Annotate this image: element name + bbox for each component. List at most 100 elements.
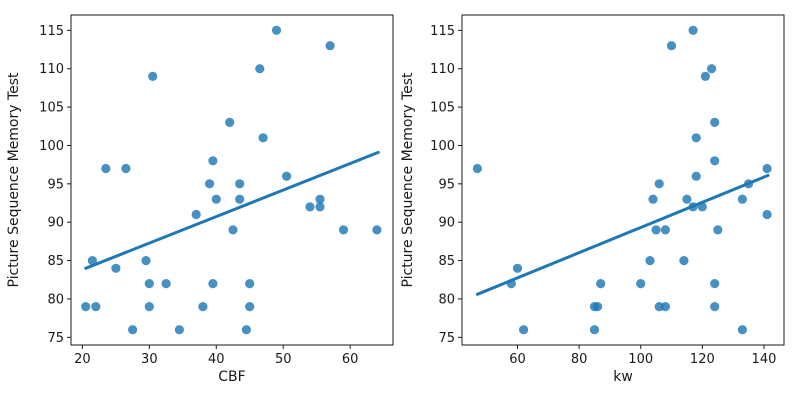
x-tick-label: 100 [628,352,653,367]
data-point [636,279,646,289]
data-point [141,256,151,266]
scatter-plot-cbf: 20 30 40 50 60 75 80 85 90 95 100 105 110 115 CBF Pictu… [6,14,394,385]
data-point [338,225,349,235]
y-tick-label: 85 [438,254,455,269]
y-tick-label: 95 [47,177,64,192]
data-point [713,225,723,235]
data-point [660,302,670,312]
y-tick-label: 115 [430,24,455,39]
x-tick-label: 40 [208,352,225,367]
data-point [128,325,138,335]
data-point [208,156,218,166]
data-point [174,325,184,335]
data-point [710,279,720,289]
y-tick-label: 90 [47,216,64,231]
x-tick-label: 80 [571,352,588,367]
data-point [198,302,208,312]
data-point [235,194,245,204]
y-tick-label: 75 [47,331,64,346]
x-tick-label: 60 [509,352,526,367]
data-point [707,64,717,74]
data-point [255,64,265,74]
data-point [737,194,747,204]
data-point [682,194,692,204]
data-point [228,225,238,235]
y-tick-label: 100 [430,139,455,154]
y-axis-label: Picture Sequence Memory Test [400,72,416,288]
data-point [191,209,201,220]
data-point [87,256,97,266]
y-tick-label: 100 [39,139,64,154]
data-point [161,279,171,289]
y-tick-label: 75 [438,331,455,346]
x-axis-label: kw [613,369,633,385]
data-point [679,256,689,266]
data-point [593,302,603,312]
data-point [651,225,661,235]
data-point [144,302,154,312]
data-point [660,225,670,235]
y-tick-label: 105 [39,101,64,116]
data-point [315,202,325,212]
data-point [245,302,255,312]
data-point [205,179,215,189]
data-point [282,171,292,181]
data-point [654,179,664,189]
y-tick-label: 95 [438,177,455,192]
data-point [81,302,91,312]
data-point [710,156,720,166]
x-tick-label: 140 [752,352,777,367]
data-point [596,279,606,289]
data-point [245,279,255,289]
data-point [325,41,335,51]
data-point [645,256,655,266]
y-tick-label: 115 [39,24,64,39]
y-tick-label: 90 [438,216,455,231]
y-axis-label: Picture Sequence Memory Test [6,72,22,288]
axes-spine [70,14,394,346]
y-tick-label: 105 [430,101,455,116]
x-axis-label: CBF [218,369,245,385]
y-tick-label: 80 [438,292,455,307]
data-point [91,302,101,312]
data-point [472,163,482,174]
data-point [688,25,698,35]
y-tick-label: 110 [430,62,455,77]
axes-spine [461,14,785,346]
data-point [241,325,251,335]
data-point [512,263,523,273]
x-tick-label: 30 [141,352,158,367]
data-point [710,117,720,127]
data-point [691,133,701,143]
y-tick-label: 85 [47,254,64,269]
data-point [101,163,111,174]
data-point [258,133,268,143]
data-point [762,209,772,220]
data-point [148,71,158,81]
regression-line [84,150,380,270]
data-point [111,263,121,273]
data-point [144,279,154,289]
data-point [235,179,245,189]
x-tick-label: 60 [342,352,359,367]
scatter-plot-kw: 60 80 100 120 140 75 80 85 90 95 100 105 110 115 kw Pic… [400,14,785,385]
data-point [121,163,131,174]
y-tick-label: 110 [39,62,64,77]
y-tick-label: 80 [47,292,64,307]
data-point [208,279,218,289]
data-point [305,202,315,212]
regression-line [475,173,770,296]
x-tick-label: 120 [690,352,715,367]
data-point [666,41,677,51]
data-point [519,325,529,335]
data-point [737,325,747,335]
data-point [589,325,600,335]
data-point [372,225,382,235]
data-point [648,194,658,204]
data-point [700,71,710,81]
x-tick-label: 20 [74,352,91,367]
data-point [271,25,282,35]
data-point [691,171,701,181]
data-point [225,117,235,127]
